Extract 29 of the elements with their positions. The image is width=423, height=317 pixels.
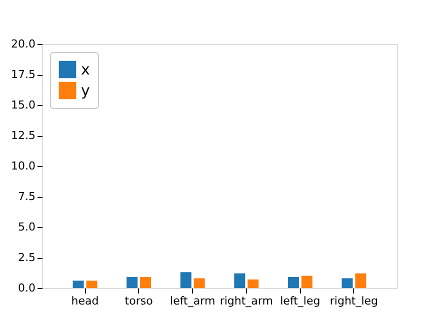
bar — [194, 278, 205, 288]
bar — [126, 277, 138, 288]
x-tick-label: right_arm — [220, 294, 273, 308]
bar — [140, 277, 152, 288]
y-tick-label: 20.0 — [11, 38, 36, 50]
y-tick-label: 12.5 — [11, 129, 36, 142]
x-tick-label: left_leg — [280, 294, 320, 308]
bar — [342, 278, 353, 288]
y-tick-label: 5.0 — [18, 220, 36, 234]
y-tick-label: 7.5 — [18, 190, 36, 203]
x-tick-label: head — [71, 294, 99, 308]
y-tick-label: 17.5 — [11, 68, 36, 81]
bar — [234, 273, 246, 288]
bar — [72, 280, 84, 288]
bar — [180, 272, 192, 288]
legend-label: x — [81, 60, 90, 78]
y-tick-label: 15.0 — [11, 98, 36, 112]
bar — [288, 277, 299, 288]
bar — [248, 279, 259, 288]
x-tick-label: left_arm — [170, 294, 216, 308]
legend-label: y — [81, 82, 90, 100]
y-tick-label: 0.0 — [18, 282, 36, 294]
y-tick-label: 10.0 — [11, 160, 36, 172]
x-tick-label: torso — [124, 294, 154, 308]
bar — [355, 273, 366, 288]
bar — [301, 276, 312, 288]
bar — [86, 280, 98, 288]
y-tick-label: 2.5 — [18, 251, 36, 264]
x-tick-label: right_leg — [330, 294, 378, 308]
